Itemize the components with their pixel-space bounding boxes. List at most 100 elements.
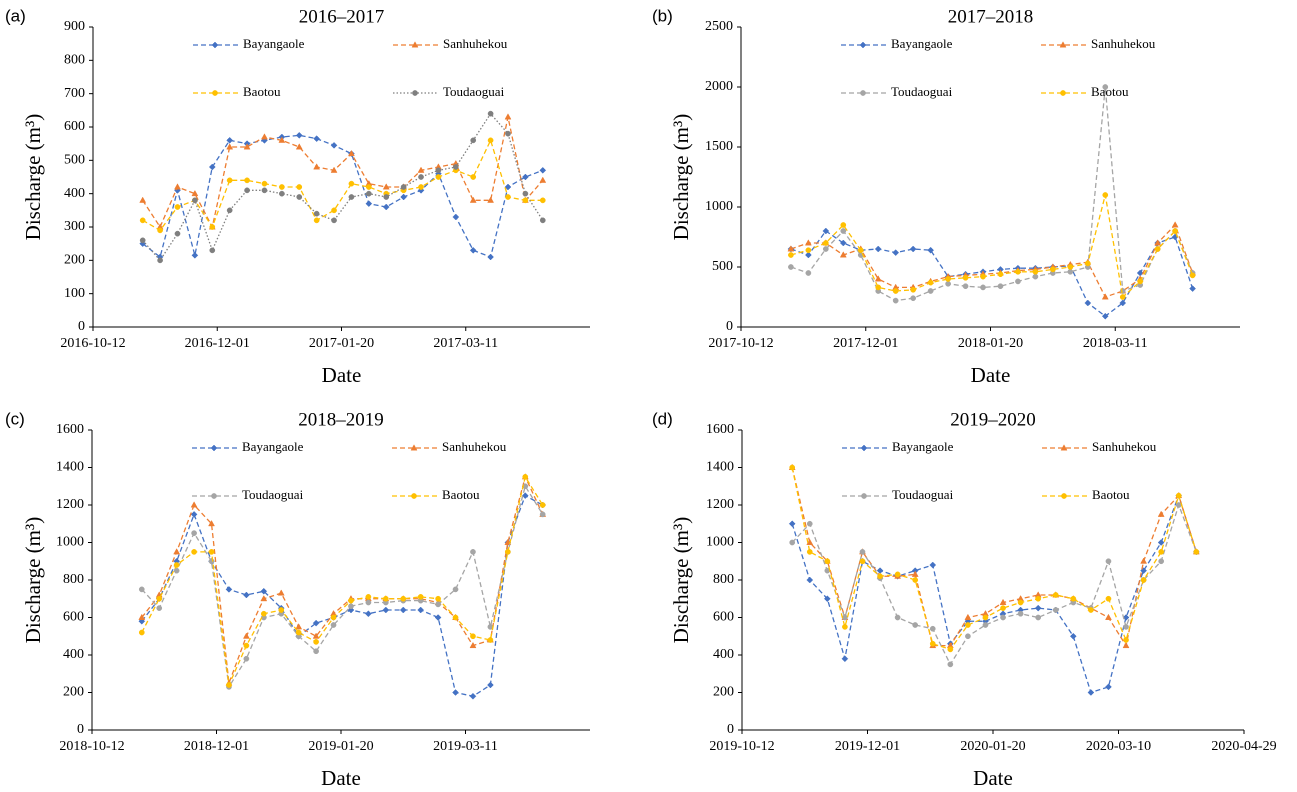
data-point [383, 194, 390, 200]
data-point [877, 573, 883, 580]
data-point [539, 166, 547, 174]
data-point [1136, 269, 1144, 277]
data-point [1105, 595, 1112, 602]
data-point [243, 655, 250, 662]
data-point [173, 562, 180, 568]
data-point [260, 587, 268, 595]
data-point [173, 567, 180, 574]
data-point [1123, 624, 1129, 630]
series-line [790, 230, 1194, 318]
data-point [805, 247, 812, 254]
data-point [840, 228, 847, 234]
y-tick-label: 1000 [56, 535, 84, 550]
data-point [1032, 273, 1039, 280]
data-point [226, 143, 234, 150]
x-axis-label: Date [321, 766, 361, 790]
data-point [1050, 266, 1056, 273]
y-tick-label: 1500 [705, 139, 733, 154]
data-point [487, 110, 494, 117]
data-point [452, 614, 459, 621]
data-point [805, 251, 812, 259]
data-point [157, 257, 163, 264]
y-axis-label: Discharge (m³) [669, 517, 693, 644]
chart-title: 2016–2017 [299, 6, 385, 27]
data-point [806, 549, 813, 555]
data-point [1172, 228, 1178, 234]
data-point [910, 286, 917, 293]
data-point [469, 196, 477, 203]
legend-label: Bayangaole [892, 439, 954, 454]
data-point [842, 624, 848, 630]
data-point [312, 632, 320, 639]
data-point [1069, 632, 1077, 640]
y-tick-label: 400 [713, 647, 734, 662]
legend-marker [1060, 444, 1068, 451]
legend-label: Baotou [1092, 487, 1130, 502]
legend-marker [860, 444, 868, 452]
data-point [417, 594, 424, 600]
data-point [278, 607, 285, 613]
data-point [504, 113, 512, 120]
data-point [1140, 577, 1147, 583]
data-point [822, 240, 829, 246]
x-tick-label: 2018-12-01 [184, 739, 249, 754]
legend-label: Sanhuhekou [442, 439, 507, 454]
data-point [417, 606, 425, 614]
data-point [1154, 246, 1161, 252]
data-point [331, 207, 337, 214]
series-line [791, 502, 1197, 666]
data-point [279, 190, 285, 197]
data-point [894, 614, 901, 621]
y-tick-label: 800 [713, 572, 734, 587]
data-point [313, 217, 320, 224]
y-tick-label: 1400 [706, 460, 734, 475]
data-point [1105, 613, 1112, 620]
data-point [522, 190, 529, 197]
data-point [365, 184, 372, 190]
data-point [244, 187, 250, 194]
x-axis-label: Date [322, 363, 362, 387]
data-point [470, 137, 477, 144]
data-point [910, 295, 917, 302]
x-axis-label: Date [971, 363, 1011, 387]
data-point [522, 197, 529, 204]
series-line [791, 493, 1197, 694]
data-point [330, 141, 338, 149]
legend-label: Toudaoguai [892, 487, 954, 502]
data-point [295, 623, 303, 630]
data-point [965, 633, 971, 640]
data-point [505, 130, 511, 137]
data-point [243, 591, 250, 599]
data-point [505, 194, 511, 200]
y-tick-label: 1200 [56, 497, 84, 512]
data-point [313, 135, 321, 143]
y-axis-label: Discharge (m³) [21, 114, 45, 241]
data-point [365, 610, 372, 618]
data-point [839, 239, 847, 247]
y-tick-label: 1600 [56, 422, 84, 437]
data-point [1088, 607, 1094, 613]
data-point [208, 163, 216, 171]
data-point [945, 276, 951, 282]
data-point [487, 137, 494, 144]
data-point [1000, 614, 1006, 621]
legend-marker [859, 41, 867, 49]
y-tick-label: 1000 [705, 199, 733, 214]
legend-marker [410, 444, 418, 451]
legend-label: Bayangaole [891, 36, 953, 51]
data-point [947, 646, 954, 653]
data-point [841, 655, 849, 663]
data-point [1067, 268, 1074, 275]
data-point [1084, 260, 1091, 267]
data-point [1157, 539, 1165, 546]
data-point [1105, 683, 1112, 691]
data-point [539, 511, 546, 518]
data-point [278, 136, 286, 143]
legend-label: Toudaoguai [242, 487, 304, 502]
data-point [382, 595, 389, 602]
x-tick-label: 2018-01-20 [958, 336, 1023, 351]
data-point [226, 207, 233, 214]
data-point [1157, 510, 1165, 517]
y-tick-label: 500 [64, 153, 85, 168]
data-point [927, 246, 934, 254]
